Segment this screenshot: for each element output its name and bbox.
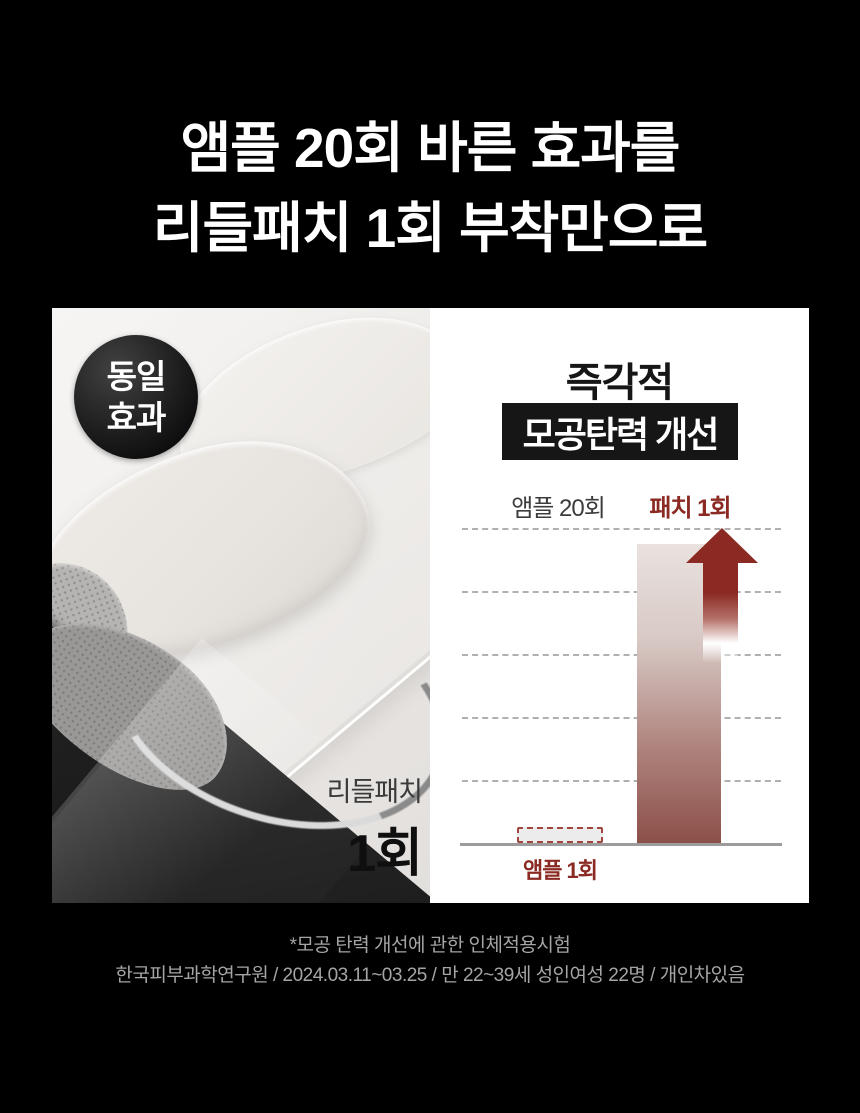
footnote: *모공 탄력 개선에 관한 인체적용시험 한국피부과학연구원 / 2024.03… xyxy=(0,931,860,991)
up-arrow-icon xyxy=(686,528,758,563)
gridline xyxy=(462,654,781,656)
chart-highlight-text: 모공탄력 개선 xyxy=(522,413,720,455)
caption-product: 리들패치 xyxy=(326,777,423,807)
footnote-line2: 한국피부과학연구원 / 2024.03.11~03.25 / 만 22~39세 … xyxy=(115,965,745,986)
gridline xyxy=(462,528,781,530)
chart-heading: 즉각적 xyxy=(565,361,674,405)
chart-baseline xyxy=(460,843,782,846)
product-photo: 동일 효과 리들패치 1회 xyxy=(52,308,430,903)
content-area: 동일 효과 리들패치 1회 즉각적 모공탄력 개선 앰플 20회 패치 1회 xyxy=(52,308,809,903)
column-label-ampoule-20: 앰플 20회 xyxy=(511,495,606,522)
gridline xyxy=(462,717,781,719)
up-arrow-stem xyxy=(703,562,738,666)
chart-panel: 즉각적 모공탄력 개선 앰플 20회 패치 1회 앰플 1회 xyxy=(430,308,809,903)
photo-caption: 리들패치 1회 xyxy=(326,770,423,886)
badge-line1: 동일 xyxy=(106,358,167,395)
badge-line2: 효과 xyxy=(106,399,167,436)
headline-line2: 리들패치 1회 부착만으로 xyxy=(152,197,708,259)
same-effect-badge: 동일 효과 xyxy=(74,335,198,459)
bar-ampoule-once xyxy=(517,827,603,843)
caption-count: 1회 xyxy=(347,825,423,883)
column-label-patch-1: 패치 1회 xyxy=(649,495,731,522)
ampoule-once-label: 앰플 1회 xyxy=(522,858,598,883)
footnote-line1: *모공 탄력 개선에 관한 인체적용시험 xyxy=(289,935,571,956)
chart-highlight-box: 모공탄력 개선 xyxy=(502,403,738,460)
gridline xyxy=(462,591,781,593)
headline-line1: 앰플 20회 바른 효과를 xyxy=(180,117,681,179)
headline: 앰플 20회 바른 효과를 리들패치 1회 부착만으로 xyxy=(0,108,860,268)
gridline xyxy=(462,780,781,782)
